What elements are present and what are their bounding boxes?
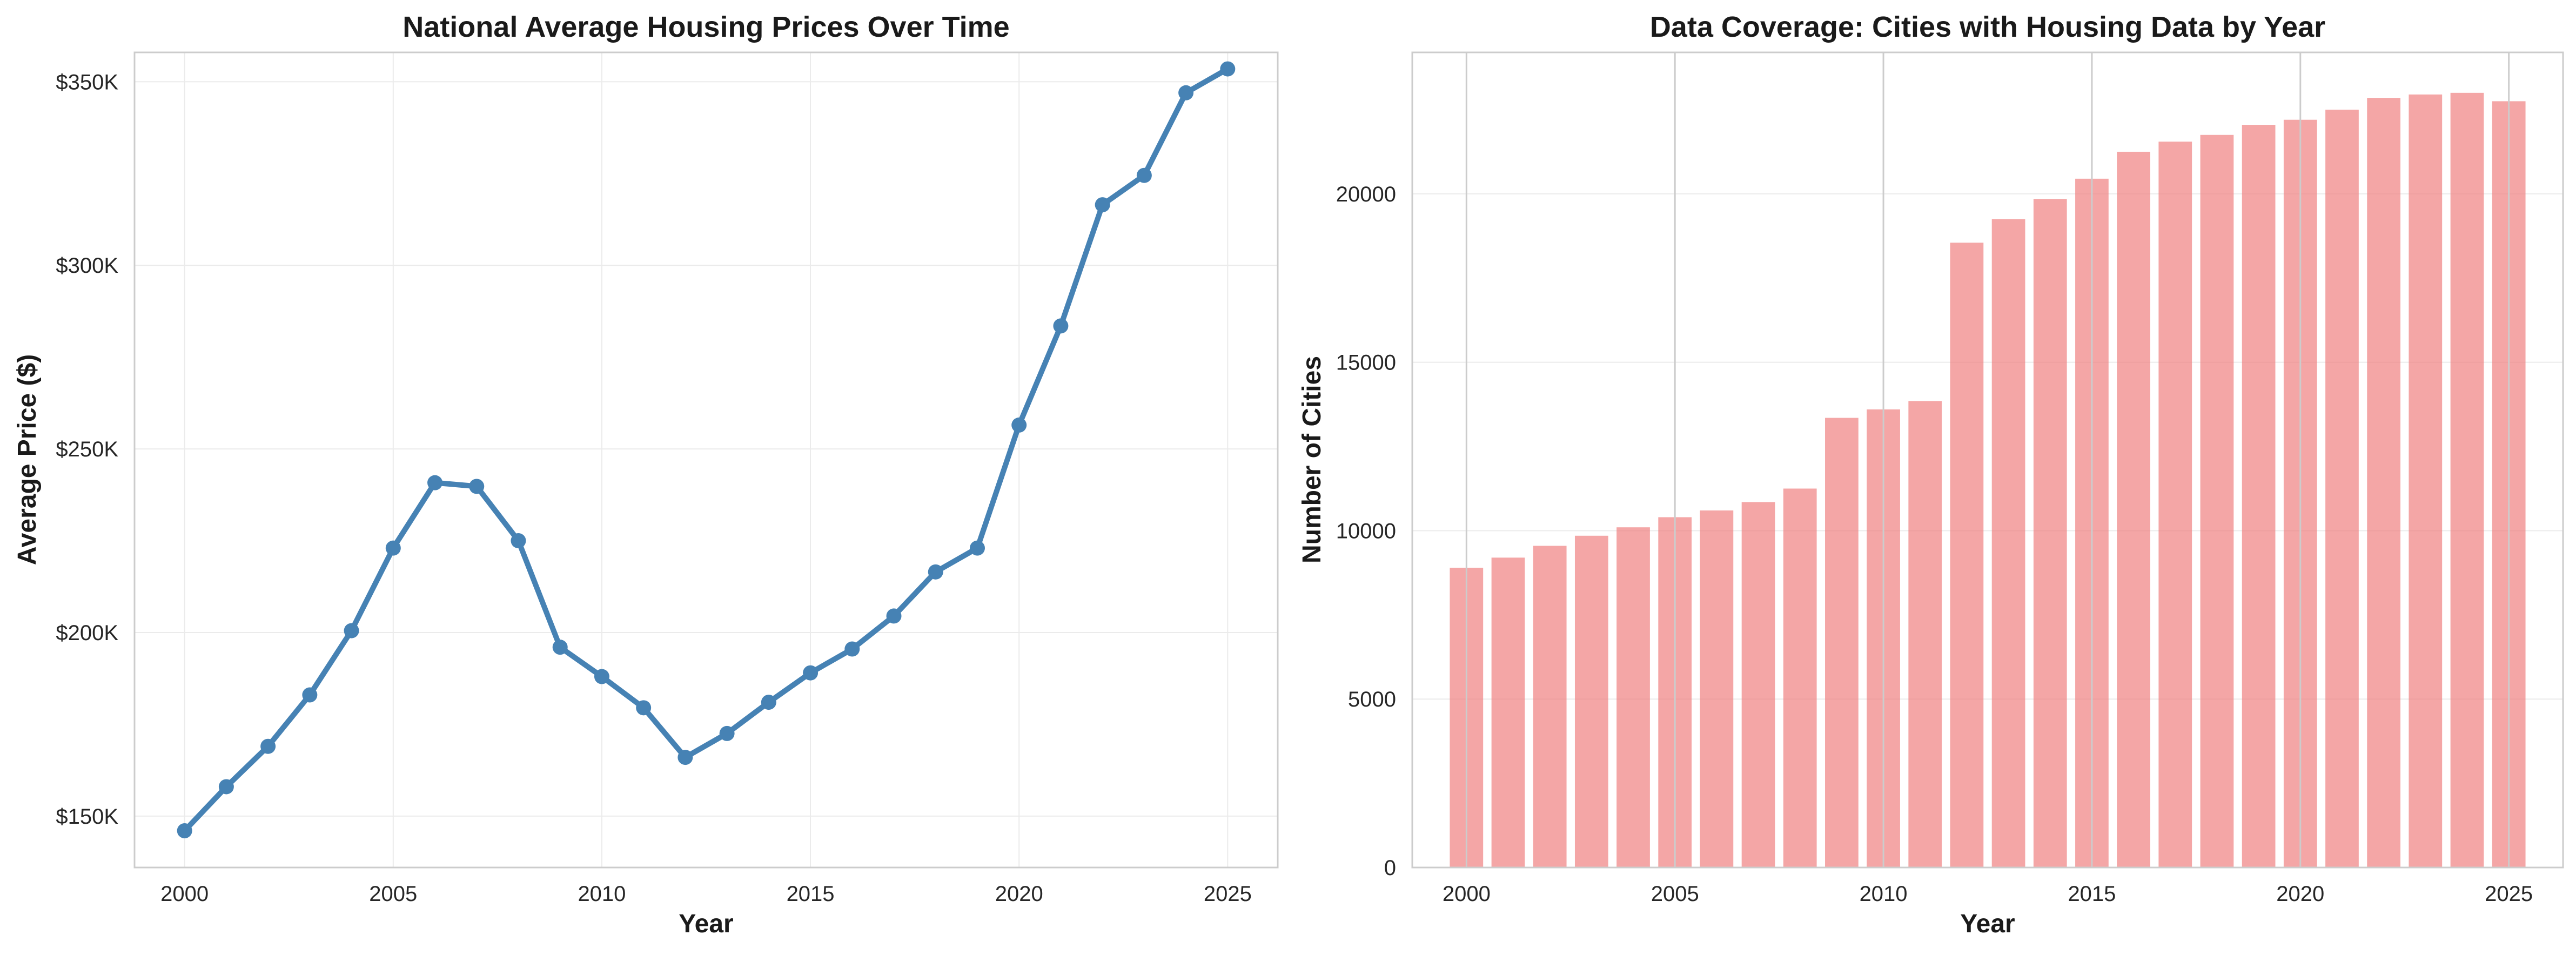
coverage-bar xyxy=(1908,401,1942,867)
chart1-x-tick-label: 2010 xyxy=(578,882,626,906)
coverage-bar xyxy=(2367,98,2401,868)
chart2-y-tick-label: 15000 xyxy=(1336,351,1396,375)
price-data-point xyxy=(719,725,735,741)
price-data-point xyxy=(177,823,192,839)
chart1-y-tick-label: $250K xyxy=(56,438,118,461)
chart2-y-tick-label: 0 xyxy=(1384,856,1396,880)
chart1-y-axis-label: Average Price ($) xyxy=(13,354,42,565)
coverage-bar xyxy=(1783,488,1817,867)
chart2-y-axis-label: Number of Cities xyxy=(1298,356,1326,563)
price-data-point xyxy=(1095,197,1110,213)
price-data-point xyxy=(552,640,568,655)
price-data-point xyxy=(594,669,609,684)
price-data-point xyxy=(969,540,985,556)
chart1-y-ticks: $150K $200K $250K $300K $350K xyxy=(56,70,118,828)
coverage-bar xyxy=(1700,510,1734,867)
chart1-y-tick-label: $150K xyxy=(56,805,118,829)
chart1-grid xyxy=(135,52,1278,867)
chart2-y-tick-label: 10000 xyxy=(1336,519,1396,543)
chart1-x-tick-label: 2000 xyxy=(160,882,209,906)
coverage-bar xyxy=(1741,502,1775,867)
coverage-bar xyxy=(2158,142,2192,868)
chart1-x-ticks: 2000 2005 2010 2015 2020 2025 xyxy=(160,882,1252,906)
chart1-plot-frame xyxy=(133,51,1279,869)
coverage-bar xyxy=(1491,557,1525,867)
price-data-point xyxy=(803,665,819,681)
chart1-y-tick-label: $300K xyxy=(56,254,118,278)
chart2-title: Data Coverage: Cities with Housing Data … xyxy=(1650,11,2325,43)
coverage-bar xyxy=(2200,134,2234,868)
price-data-point xyxy=(1011,417,1027,433)
chart1-x-tick-label: 2005 xyxy=(369,882,417,906)
chart1-x-axis-label: Year xyxy=(679,910,733,938)
price-data-point xyxy=(928,564,943,580)
price-data-point xyxy=(1178,85,1194,100)
chart2-y-tick-label: 20000 xyxy=(1336,183,1396,206)
chart2-x-tick-label: 2020 xyxy=(2276,882,2324,906)
price-data-point xyxy=(385,540,401,556)
chart2-x-tick-label: 2025 xyxy=(2485,882,2533,906)
coverage-bar xyxy=(2242,125,2276,867)
coverage-bar xyxy=(1825,418,1859,867)
coverage-bar-chart: Data Coverage: Cities with Housing Data … xyxy=(1298,11,2564,938)
chart1-series xyxy=(177,61,1236,839)
chart2-x-tick-label: 2005 xyxy=(1651,882,1699,906)
chart1-x-tick-label: 2015 xyxy=(787,882,835,906)
price-data-point xyxy=(636,700,652,716)
coverage-bar xyxy=(2409,94,2443,867)
price-data-point xyxy=(1220,61,1236,77)
chart1-y-tick-label: $200K xyxy=(56,621,118,645)
coverage-bar xyxy=(1950,243,1984,867)
chart1-x-tick-label: 2025 xyxy=(1204,882,1252,906)
coverage-bar xyxy=(2450,92,2484,868)
chart2-y-tick-label: 5000 xyxy=(1348,688,1396,711)
coverage-bar xyxy=(2325,110,2359,867)
coverage-bar xyxy=(1991,219,2025,868)
price-data-point xyxy=(427,475,443,490)
chart1-y-tick-label: $350K xyxy=(56,70,118,94)
price-data-point xyxy=(218,779,234,795)
price-data-point xyxy=(511,533,526,549)
price-data-point xyxy=(344,623,359,638)
chart2-x-ticks: 2000 2005 2010 2015 2020 2025 xyxy=(1443,882,2533,906)
price-data-point xyxy=(1136,167,1152,183)
coverage-bar xyxy=(1533,546,1567,867)
price-data-point xyxy=(677,750,693,765)
chart2-plot-frame xyxy=(1411,51,2564,869)
price-data-point xyxy=(469,479,485,494)
price-series-line xyxy=(182,66,1231,833)
chart2-x-tick-label: 2000 xyxy=(1443,882,1491,906)
chart2-x-tick-label: 2010 xyxy=(1860,882,1908,906)
chart2-bars xyxy=(1450,52,2526,868)
price-data-point xyxy=(260,738,276,754)
coverage-bar xyxy=(2033,199,2067,868)
chart1-x-tick-label: 2020 xyxy=(995,882,1043,906)
price-data-point xyxy=(844,641,860,657)
price-data-point xyxy=(886,608,902,624)
coverage-bar xyxy=(2117,151,2150,867)
price-data-point xyxy=(761,695,776,710)
price-data-point xyxy=(1053,318,1069,334)
coverage-bar xyxy=(1616,527,1650,867)
coverage-bar xyxy=(1574,535,1608,867)
price-line-chart: National Average Housing Prices Over Tim… xyxy=(13,11,1279,938)
chart2-x-tick-label: 2015 xyxy=(2068,882,2116,906)
price-data-point xyxy=(302,687,318,703)
chart2-x-axis-label: Year xyxy=(1960,910,2015,938)
chart2-y-ticks: 0 5000 10000 15000 20000 xyxy=(1336,183,1396,880)
chart1-title: National Average Housing Prices Over Tim… xyxy=(403,11,1009,43)
